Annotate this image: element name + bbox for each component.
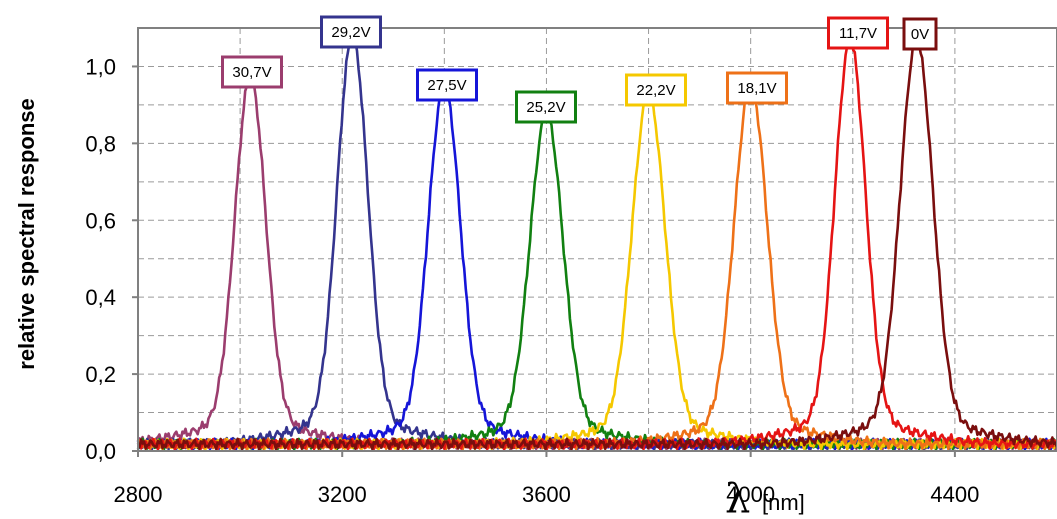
series-line [137,39,1057,451]
peak-label-text: 30,7V [232,64,271,81]
series-line [136,83,1057,451]
peak-label: 29,2V [320,15,382,49]
peak-label-text: 25,2V [526,99,565,116]
peak-label-box [320,15,382,49]
peak-label-box [726,71,788,105]
peak-label-text: 27,5V [427,77,466,94]
peak-label: 27,5V [416,68,478,102]
peak-label-box [902,17,938,51]
x-tick-label: 2800 [114,482,163,507]
grid-lines [138,28,1057,451]
series-line [137,91,1057,451]
x-tick-label: 3200 [318,482,367,507]
peak-label-box [827,16,889,50]
y-tick-label: 0,2 [85,362,116,387]
peak-label-text: 11,7V [839,25,877,42]
peak-label-text: 22,2V [636,82,675,99]
series-line [137,37,1057,451]
plot-frame [137,27,1057,452]
peak-label-text: 18,1V [737,80,776,97]
series-line [136,77,1057,451]
y-tick-label: 0,8 [85,131,116,156]
peak-label-box [515,90,577,124]
peak-label: 25,2V [515,90,577,124]
y-tick-label: 1,0 [85,54,116,79]
series-curves [136,35,1057,451]
peak-label: 22,2V [625,73,687,107]
peak-label-text: 29,2V [331,24,370,41]
x-tick-label: 4400 [930,482,979,507]
peak-label-box [625,73,687,107]
series-line [136,84,1057,451]
x-tick-label: 3600 [522,482,571,507]
peak-label: 0V [902,17,938,51]
y-tick-label: 0,0 [85,439,116,464]
y-tick-label: 0,6 [85,208,116,233]
y-axis-label: relative spectral response [14,98,39,369]
series-line [137,35,1057,451]
y-tick-labels: 0,0 0,2 0,4 0,6 0,8 1,0 [85,54,138,464]
peak-label-box [221,55,283,89]
x-axis-label-unit: [nm] [762,490,805,515]
x-tick-labels: 2800 3200 3600 4000 4400 [114,451,979,507]
series-line [136,111,1057,451]
x-axis-label-symbol: λ [725,476,750,519]
peak-label: 30,7V [221,55,283,89]
x-tick-label: 4000 [726,482,775,507]
peak-labels: 30,7V 29,2V 27,5V 25,2V 22,2V 18,1V 11,7V 0V [221,15,938,124]
peak-label-text: 0V [911,26,929,43]
peak-label: 18,1V [726,71,788,105]
y-tick-label: 0,4 [85,285,116,310]
peak-label: 11,7V [827,16,889,50]
peak-label-box [416,68,478,102]
